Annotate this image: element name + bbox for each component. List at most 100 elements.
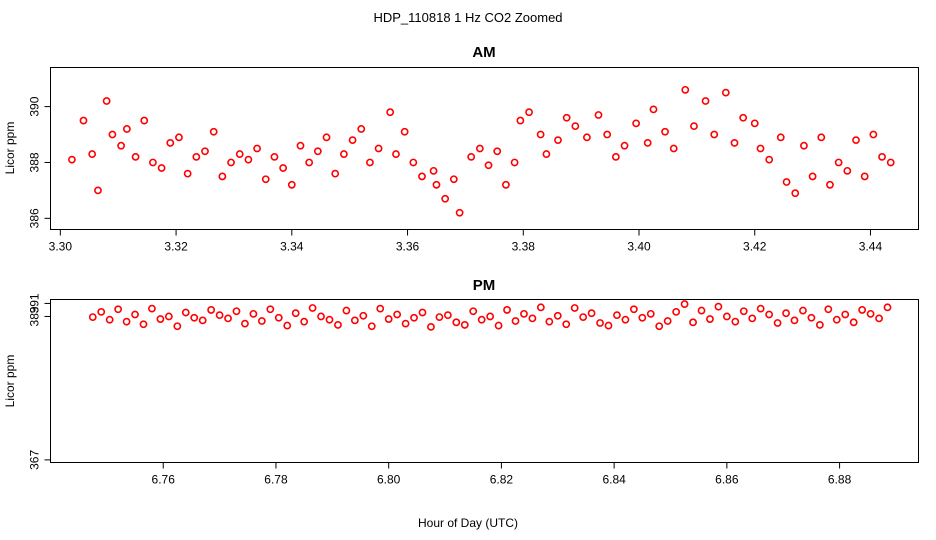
pm-points	[88, 300, 892, 331]
pm-data-point	[350, 316, 359, 325]
pm-data-point	[520, 309, 528, 318]
pm-data-point	[587, 309, 596, 318]
am-data-point	[843, 166, 852, 175]
am-data-point	[756, 144, 765, 153]
am-x-tick-label: 3.40	[627, 240, 651, 254]
am-data-point	[649, 105, 658, 114]
am-data-point	[620, 141, 629, 150]
pm-data-point	[224, 314, 232, 323]
pm-data-point	[367, 322, 376, 331]
am-y-axis-label: Licor ppm	[3, 122, 17, 175]
am-data-point	[542, 150, 551, 158]
am-data-point	[175, 133, 183, 142]
am-data-point	[869, 130, 878, 139]
pm-data-point	[689, 318, 697, 327]
am-data-point	[681, 85, 690, 94]
am-plot-frame	[50, 67, 919, 230]
pm-data-point	[790, 316, 799, 325]
am-data-point	[357, 125, 366, 133]
am-data-point	[108, 130, 117, 139]
pm-data-point	[486, 312, 495, 321]
pm-data-point	[215, 311, 224, 320]
am-data-point	[467, 152, 476, 161]
pm-y-axis-label: Licor ppm	[3, 355, 17, 408]
am-data-point	[449, 175, 458, 184]
pm-x-tick-label: 6.76	[152, 473, 176, 487]
pm-data-point	[452, 318, 461, 327]
am-x-tick-label: 3.38	[512, 240, 536, 254]
am-data-point	[305, 158, 314, 167]
am-data-point	[834, 158, 843, 167]
am-data-point	[710, 130, 719, 139]
am-data-point	[536, 130, 545, 139]
am-x-tick-label: 3.30	[49, 240, 73, 254]
am-data-point	[339, 150, 348, 158]
pm-y-tick-label: 391	[28, 293, 42, 313]
am-data-point	[493, 147, 502, 156]
am-data-point	[701, 97, 710, 105]
am-data-point	[331, 169, 340, 178]
am-data-point	[418, 172, 426, 181]
am-data-point	[117, 141, 125, 150]
pm-data-point	[207, 306, 216, 314]
am-data-point	[68, 155, 76, 164]
am-data-point	[554, 136, 562, 145]
am-y-axis: 386 388 390	[28, 96, 51, 228]
am-x-tick-label: 3.34	[280, 240, 304, 254]
pm-data-point	[274, 313, 283, 322]
pm-data-point	[697, 306, 706, 315]
pm-data-point	[266, 305, 275, 314]
am-data-point	[455, 208, 464, 217]
am-data-point	[313, 147, 322, 156]
am-data-point	[611, 152, 620, 161]
am-data-point	[562, 113, 571, 122]
am-data-point	[791, 189, 800, 198]
am-data-point	[122, 125, 131, 133]
pm-data-point	[427, 322, 435, 331]
pm-data-point	[511, 317, 520, 325]
am-data-point	[192, 152, 201, 161]
am-data-point	[750, 119, 759, 128]
am-data-point	[79, 116, 88, 125]
pm-x-tick-label: 6.78	[264, 473, 288, 487]
am-data-point	[102, 97, 111, 105]
pm-data-point	[596, 319, 604, 327]
pm-data-point	[782, 309, 790, 318]
am-data-point	[860, 172, 869, 181]
pm-x-axis: 6.76 6.78 6.80 6.82 6.84 6.86 6.88	[152, 462, 852, 487]
am-data-point	[782, 178, 791, 186]
am-data-point	[386, 108, 395, 117]
am-data-point	[296, 141, 305, 150]
pm-data-point	[308, 304, 317, 312]
am-y-tick-label: 386	[28, 208, 42, 228]
pm-data-point	[799, 306, 807, 315]
am-data-point	[201, 147, 209, 156]
pm-data-point	[841, 310, 850, 319]
am-data-point	[94, 186, 102, 195]
am-data-point	[279, 164, 288, 172]
pm-data-point	[646, 309, 655, 318]
am-data-point	[669, 144, 678, 153]
pm-data-point	[638, 313, 647, 322]
am-data-point	[571, 122, 580, 131]
am-data-point	[140, 116, 149, 125]
am-data-point	[400, 127, 409, 136]
am-data-point	[661, 127, 669, 136]
pm-data-point	[443, 311, 452, 320]
pm-data-point	[807, 313, 816, 322]
am-data-point	[603, 130, 612, 139]
am-data-point	[690, 122, 698, 131]
pm-data-point	[181, 308, 190, 317]
am-data-point	[270, 152, 279, 161]
pm-data-point	[604, 321, 613, 330]
am-data-point	[739, 113, 748, 122]
am-y-tick-label: 388	[28, 152, 42, 172]
pm-x-tick-label: 6.86	[715, 473, 739, 487]
pm-data-point	[655, 322, 664, 331]
am-data-point	[516, 116, 525, 125]
pm-data-point	[156, 315, 165, 323]
pm-data-point	[714, 302, 723, 311]
pm-data-point	[824, 305, 833, 314]
